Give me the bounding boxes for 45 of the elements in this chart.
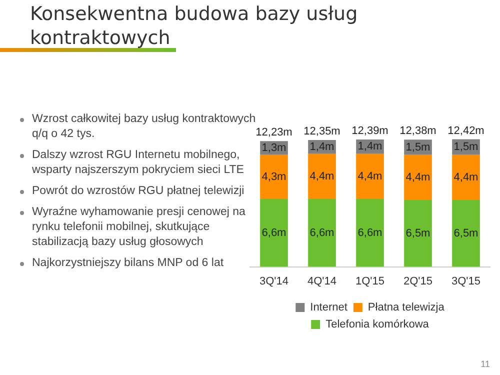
text: Dalszy wzrost RGU Internetu mobilnego, wsparty najszerszym pokryciem sieci LTE bbox=[32, 148, 245, 178]
bar bbox=[452, 154, 480, 200]
bar bbox=[404, 200, 432, 267]
bar bbox=[308, 154, 336, 200]
bar bbox=[404, 154, 432, 200]
data-label: 1,4m bbox=[358, 140, 382, 153]
data-label: 4,4m bbox=[406, 171, 430, 184]
data-label: 6,6m bbox=[262, 226, 286, 239]
x-tick-label: 4Q'14 bbox=[307, 275, 337, 288]
data-label: 4,3m bbox=[262, 170, 286, 183]
bar bbox=[260, 199, 288, 267]
legend-label: Internet bbox=[310, 302, 348, 314]
bar bbox=[356, 154, 384, 200]
x-tick-label: 1Q'15 bbox=[355, 275, 385, 288]
total-label: 12,38m bbox=[400, 125, 436, 138]
data-label: 1,5m bbox=[454, 141, 478, 154]
total-label: 12,42m bbox=[448, 124, 484, 137]
data-label: 6,6m bbox=[358, 226, 382, 239]
data-label: 4,4m bbox=[454, 171, 478, 184]
bar bbox=[452, 200, 480, 267]
x-tick-label: 3Q'15 bbox=[451, 275, 481, 288]
x-tick-label: 3Q'14 bbox=[259, 275, 289, 288]
annotation: Wzrost całkowitej bazy usług kontraktowych q/q o 42 tys. bbox=[32, 112, 256, 142]
total-label: 12,39m bbox=[352, 125, 388, 138]
chart-title: Konsekwentna budowa bazy usług kontraktowych bbox=[30, 2, 359, 50]
data-label: 6,5m bbox=[454, 227, 478, 240]
legend-label: Telefonia komórkowa bbox=[326, 318, 430, 331]
x-tick-label: 2Q'15 bbox=[403, 275, 433, 288]
bar bbox=[308, 199, 336, 267]
text: 11 bbox=[480, 359, 490, 369]
data-label: 4,4m bbox=[358, 170, 382, 182]
bar bbox=[356, 199, 384, 267]
data-label: 1,5m bbox=[406, 141, 430, 154]
data-label: 6,6m bbox=[310, 226, 334, 239]
total-label: 12,35m bbox=[304, 125, 340, 138]
legend-label: Płatna telewizja bbox=[368, 302, 446, 314]
bar bbox=[260, 154, 288, 200]
text: Powrót do wzrostów RGU płatnej telewizji bbox=[32, 184, 246, 199]
data-label: 6,5m bbox=[406, 227, 430, 240]
data-label: 4,4m bbox=[310, 170, 334, 182]
total-label: 12,23m bbox=[256, 126, 292, 139]
data-label: 1,4m bbox=[310, 140, 334, 153]
text: Wyraźne wyhamowanie presji cenowej na rynku telefonii mobilnej, skutkujące stabilizacją bazy usług głosowych bbox=[32, 205, 246, 250]
data-label: 1,3m bbox=[262, 142, 286, 154]
text: Najkorzystniejszy bilans MNP od 6 lat bbox=[32, 256, 225, 271]
